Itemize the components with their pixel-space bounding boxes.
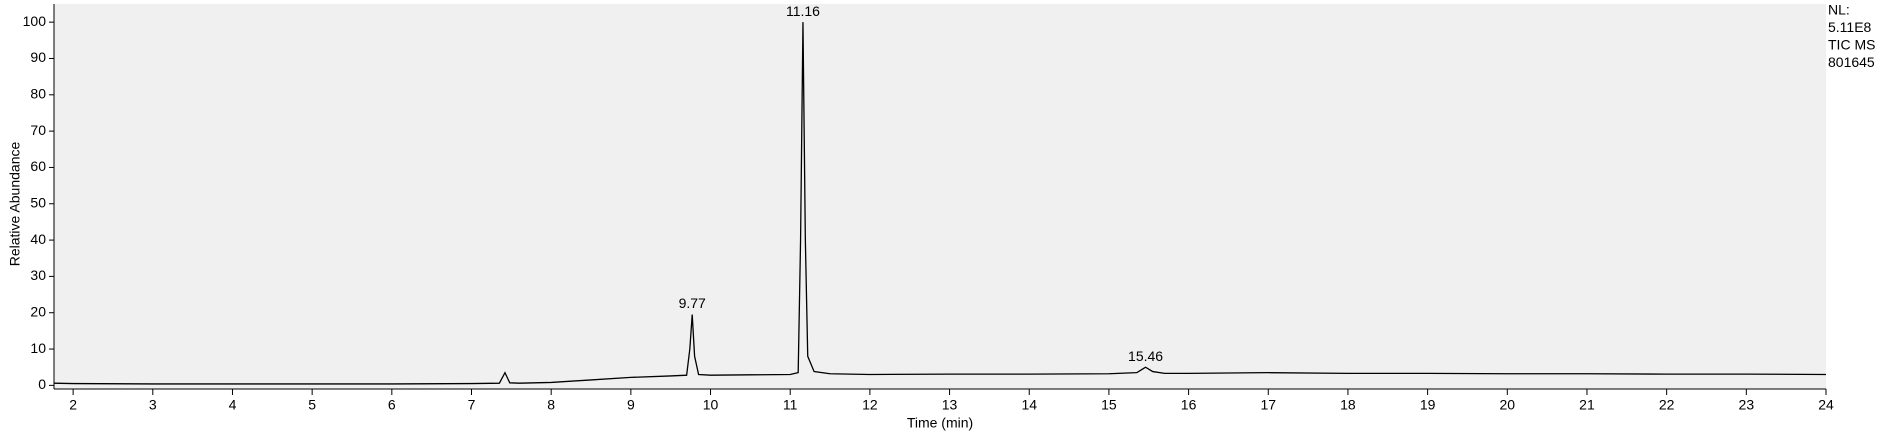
x-tick-label: 17 [1260,397,1276,413]
plot-area [54,4,1826,389]
x-tick-label: 9 [627,397,635,413]
y-tick-label: 20 [30,303,46,319]
x-tick-label: 21 [1579,397,1595,413]
y-tick-label: 70 [30,122,46,138]
x-tick-label: 8 [547,397,555,413]
info-text: TIC MS [1828,37,1875,53]
x-tick-label: 16 [1181,397,1197,413]
y-tick-label: 60 [30,158,46,174]
x-tick-label: 23 [1739,397,1755,413]
trace [53,22,1827,385]
x-tick-label: 22 [1659,397,1675,413]
x-tick-label: 6 [388,397,396,413]
info-text: 801645 [1828,54,1875,70]
x-tick-label: 3 [149,397,157,413]
y-tick-label: 40 [30,231,46,247]
x-tick-label: 24 [1818,397,1834,413]
x-tick-label: 15 [1101,397,1117,413]
x-tick-label: 19 [1420,397,1436,413]
x-tick-label: 7 [468,397,476,413]
y-tick-label: 90 [30,49,46,65]
x-tick-label: 18 [1340,397,1356,413]
y-tick-label: 0 [38,376,46,392]
x-tick-label: 20 [1500,397,1516,413]
x-tick-label: 13 [942,397,958,413]
x-tick-label: 10 [703,397,719,413]
x-tick-label: 4 [229,397,237,413]
peak-label: 9.77 [679,295,706,311]
x-tick-label: 14 [1021,397,1037,413]
info-text: 5.11E8 [1828,19,1872,35]
y-tick-label: 80 [30,86,46,102]
peak-label: 11.16 [786,3,820,19]
y-axis-label: Relative Abundance [7,142,23,267]
info-text: NL: [1828,2,1850,18]
peak-label: 15.46 [1128,348,1163,364]
x-tick-label: 5 [308,397,316,413]
x-tick-label: 11 [783,397,798,413]
y-tick-label: 50 [30,194,46,210]
y-tick-label: 100 [23,13,47,29]
x-tick-label: 2 [69,397,77,413]
y-tick-label: 10 [30,340,46,356]
x-axis-label: Time (min) [907,415,973,431]
x-tick-label: 12 [862,397,878,413]
y-tick-label: 30 [30,267,46,283]
